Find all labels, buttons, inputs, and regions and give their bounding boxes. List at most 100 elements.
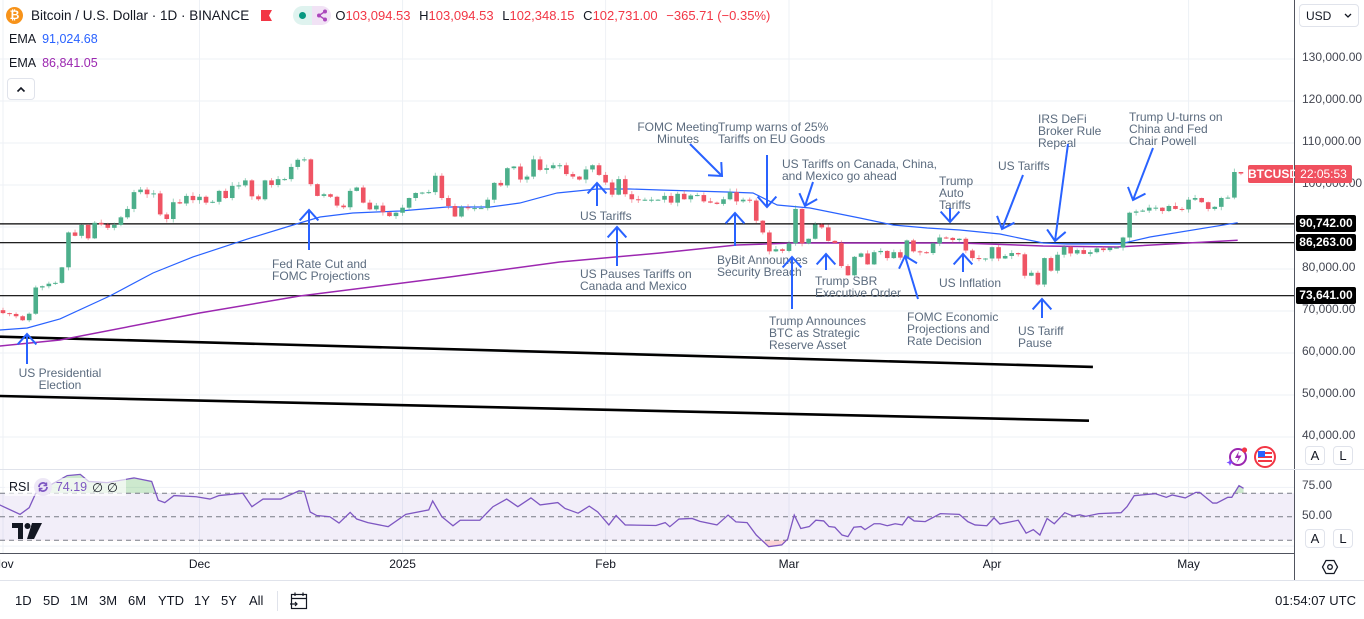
- candle[interactable]: [1081, 250, 1087, 254]
- candle[interactable]: [747, 199, 752, 201]
- go-to-date-calendar-icon[interactable]: [290, 591, 308, 611]
- candle[interactable]: [1074, 250, 1080, 254]
- candle[interactable]: [767, 232, 772, 252]
- candle[interactable]: [1002, 255, 1008, 259]
- candle[interactable]: [334, 196, 340, 206]
- candle[interactable]: [413, 192, 418, 199]
- candle[interactable]: [734, 192, 739, 202]
- candle[interactable]: [1179, 208, 1185, 210]
- candle[interactable]: [315, 184, 320, 196]
- candle[interactable]: [799, 208, 805, 244]
- candle[interactable]: [341, 205, 346, 208]
- range-button-1d[interactable]: 1D: [15, 593, 32, 608]
- candle[interactable]: [1101, 248, 1106, 251]
- candle[interactable]: [269, 180, 274, 185]
- candle[interactable]: [793, 208, 798, 244]
- candle[interactable]: [590, 165, 595, 170]
- ema-legend-2[interactable]: EMA 86,841.05: [9, 56, 98, 70]
- range-button-3m[interactable]: 3M: [99, 593, 118, 608]
- candle[interactable]: [740, 199, 746, 202]
- candle[interactable]: [288, 166, 294, 180]
- candle[interactable]: [59, 267, 65, 283]
- candle[interactable]: [1133, 211, 1139, 213]
- candle[interactable]: [125, 208, 130, 218]
- candle[interactable]: [321, 194, 327, 196]
- annotation-us-tariffs-apr[interactable]: US Tariffs: [996, 159, 1050, 231]
- rsi-line[interactable]: [0, 473, 1244, 548]
- range-button-all[interactable]: All: [249, 593, 264, 608]
- candle[interactable]: [609, 182, 615, 195]
- candle[interactable]: [33, 287, 39, 314]
- candle[interactable]: [819, 224, 825, 228]
- candles[interactable]: [0, 155, 1244, 323]
- candle[interactable]: [845, 266, 851, 276]
- candle[interactable]: [1127, 212, 1132, 238]
- candle[interactable]: [262, 180, 268, 200]
- candle[interactable]: [1094, 248, 1100, 253]
- candle[interactable]: [282, 179, 287, 181]
- candle[interactable]: [871, 252, 877, 265]
- candle[interactable]: [53, 282, 58, 284]
- level-price-tag[interactable]: 73,641.00: [1296, 287, 1356, 305]
- candle[interactable]: [1009, 253, 1014, 256]
- candle[interactable]: [203, 196, 209, 203]
- candle[interactable]: [839, 242, 844, 267]
- candle[interactable]: [603, 174, 608, 183]
- candle[interactable]: [190, 195, 196, 201]
- candle[interactable]: [275, 179, 281, 185]
- candle[interactable]: [210, 201, 215, 203]
- candle[interactable]: [518, 166, 523, 180]
- candle[interactable]: [531, 159, 536, 177]
- candle[interactable]: [596, 165, 602, 175]
- candle[interactable]: [1107, 247, 1113, 251]
- candle[interactable]: [655, 199, 661, 201]
- candle[interactable]: [917, 251, 923, 253]
- candle[interactable]: [943, 237, 949, 239]
- range-button-1y[interactable]: 1Y: [194, 593, 210, 608]
- candle[interactable]: [216, 190, 222, 202]
- candle[interactable]: [963, 238, 969, 251]
- candle[interactable]: [511, 166, 517, 169]
- candle[interactable]: [1048, 258, 1054, 271]
- candle[interactable]: [177, 202, 183, 204]
- currency-select[interactable]: USD: [1299, 4, 1359, 27]
- candle[interactable]: [878, 250, 883, 253]
- candle[interactable]: [957, 238, 962, 241]
- candle[interactable]: [557, 165, 563, 167]
- trend-lines[interactable]: [0, 335, 1093, 423]
- candle[interactable]: [636, 199, 641, 201]
- candle[interactable]: [419, 192, 425, 194]
- candle[interactable]: [249, 180, 255, 197]
- annotation-tariffs-canada-china-mexico[interactable]: US Tariffs on Canada, China,and Mexico g…: [782, 157, 937, 208]
- candle[interactable]: [446, 198, 451, 206]
- share-icon[interactable]: [312, 5, 332, 25]
- candle[interactable]: [164, 214, 170, 220]
- candle[interactable]: [433, 175, 438, 193]
- candle[interactable]: [727, 192, 733, 200]
- candle[interactable]: [812, 224, 818, 239]
- candle[interactable]: [302, 159, 307, 161]
- collapse-legend-button[interactable]: [7, 78, 35, 100]
- candle[interactable]: [701, 195, 707, 202]
- candle[interactable]: [544, 168, 549, 170]
- candle[interactable]: [197, 196, 202, 201]
- candle[interactable]: [1186, 199, 1191, 210]
- candle[interactable]: [98, 222, 104, 225]
- candle[interactable]: [223, 190, 228, 199]
- candle[interactable]: [40, 286, 45, 288]
- candle[interactable]: [1225, 197, 1231, 199]
- candle[interactable]: [354, 187, 359, 191]
- candle[interactable]: [649, 199, 654, 201]
- candle[interactable]: [406, 198, 412, 208]
- candle[interactable]: [1238, 172, 1244, 174]
- candle[interactable]: [642, 199, 648, 201]
- candle[interactable]: [92, 222, 97, 239]
- range-button-1m[interactable]: 1M: [70, 593, 89, 608]
- candle[interactable]: [786, 243, 792, 251]
